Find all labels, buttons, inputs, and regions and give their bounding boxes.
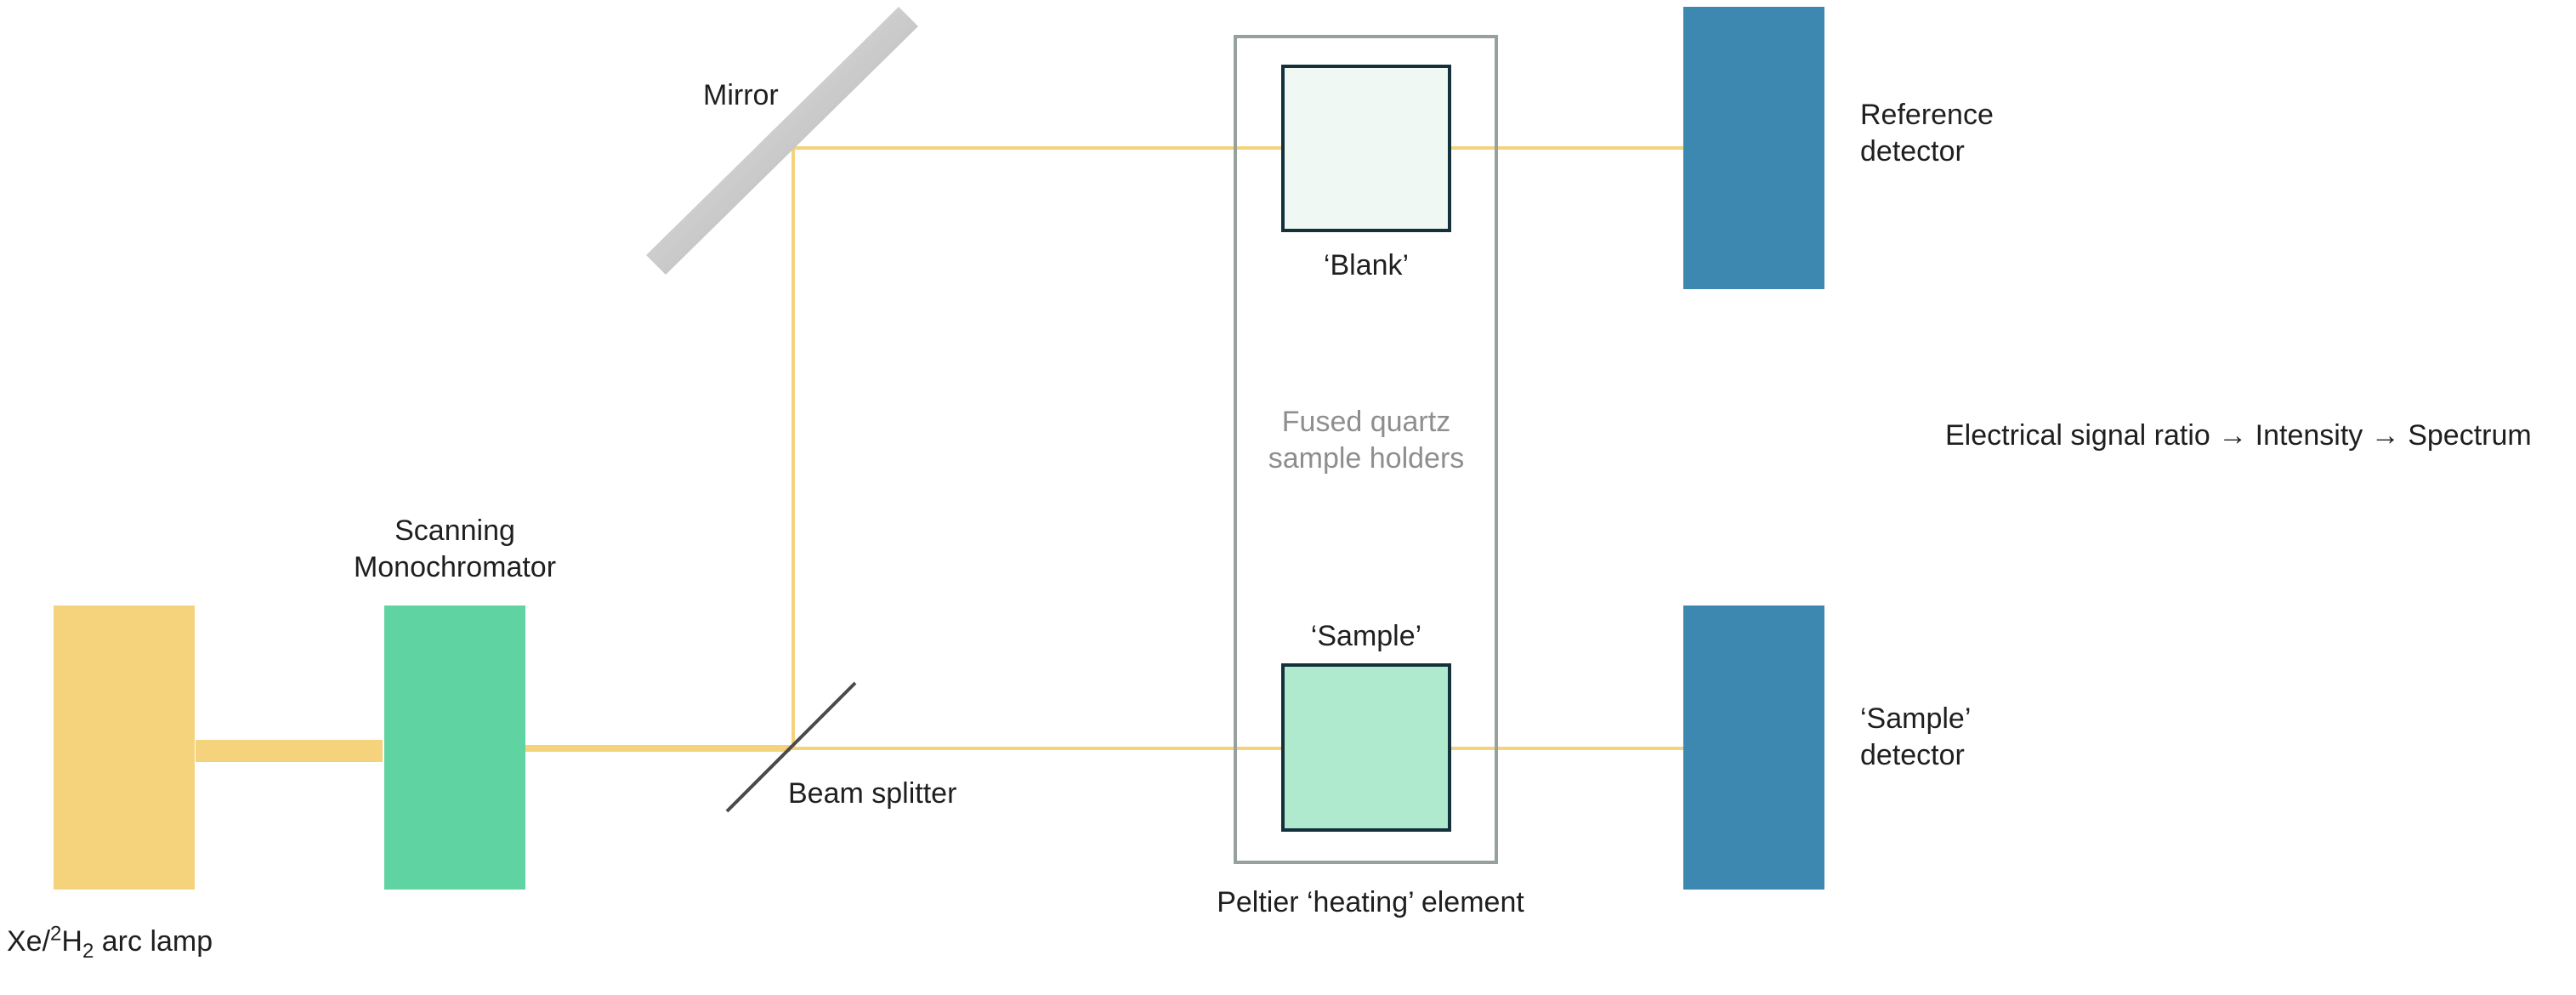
monochromator-label: Scanning Monochromator: [327, 513, 582, 586]
lamp-label-prefix: Xe/: [7, 925, 51, 958]
holders-label-line1: Fused quartz: [1281, 406, 1451, 438]
beam-splitter: [725, 681, 857, 813]
holders-label-line2: sample holders: [1268, 442, 1465, 475]
lamp-label-subscript: 2: [82, 939, 94, 963]
peltier-holder-frame: [1234, 35, 1498, 864]
sample-detector-label: ‘Sample’ detector: [1860, 701, 1971, 774]
reference-detector: [1683, 7, 1824, 289]
sample-cuvette: [1281, 663, 1451, 832]
reference-detector-label-line1: Reference: [1860, 99, 1994, 131]
arc-lamp-label: Xe/2H2 arc lamp: [7, 922, 213, 963]
reference-detector-label: Reference detector: [1860, 97, 1994, 170]
peltier-label: Peltier ‘heating’ element: [1217, 886, 1524, 918]
signal-chain-label: Electrical signal ratio → Intensity → Sp…: [1945, 419, 2532, 452]
blank-label: ‘Blank’: [1323, 249, 1410, 281]
lamp-label-suffix: arc lamp: [94, 925, 213, 958]
blank-cuvette: [1281, 65, 1451, 232]
sample-detector-label-line1: ‘Sample’: [1860, 702, 1972, 735]
monochromator-label-line2: Monochromator: [353, 551, 557, 583]
scanning-monochromator: [384, 606, 525, 890]
lamp-label-element: H: [61, 925, 82, 958]
mono-exit-beam: [525, 745, 791, 752]
lamp-label-superscript: 2: [50, 922, 62, 946]
arc-lamp: [54, 606, 195, 890]
sample-detector: [1683, 606, 1824, 890]
holders-label: Fused quartz sample holders: [1239, 404, 1494, 477]
mirror-label: Mirror: [703, 79, 779, 111]
reference-detector-label-line2: detector: [1860, 135, 1965, 168]
beam-splitter-label: Beam splitter: [788, 777, 957, 810]
lamp-beam: [196, 740, 383, 762]
sample-label: ‘Sample’: [1310, 620, 1422, 652]
mirror: [646, 7, 918, 275]
monochromator-label-line1: Scanning: [394, 515, 515, 547]
sample-detector-label-line2: detector: [1860, 739, 1965, 771]
